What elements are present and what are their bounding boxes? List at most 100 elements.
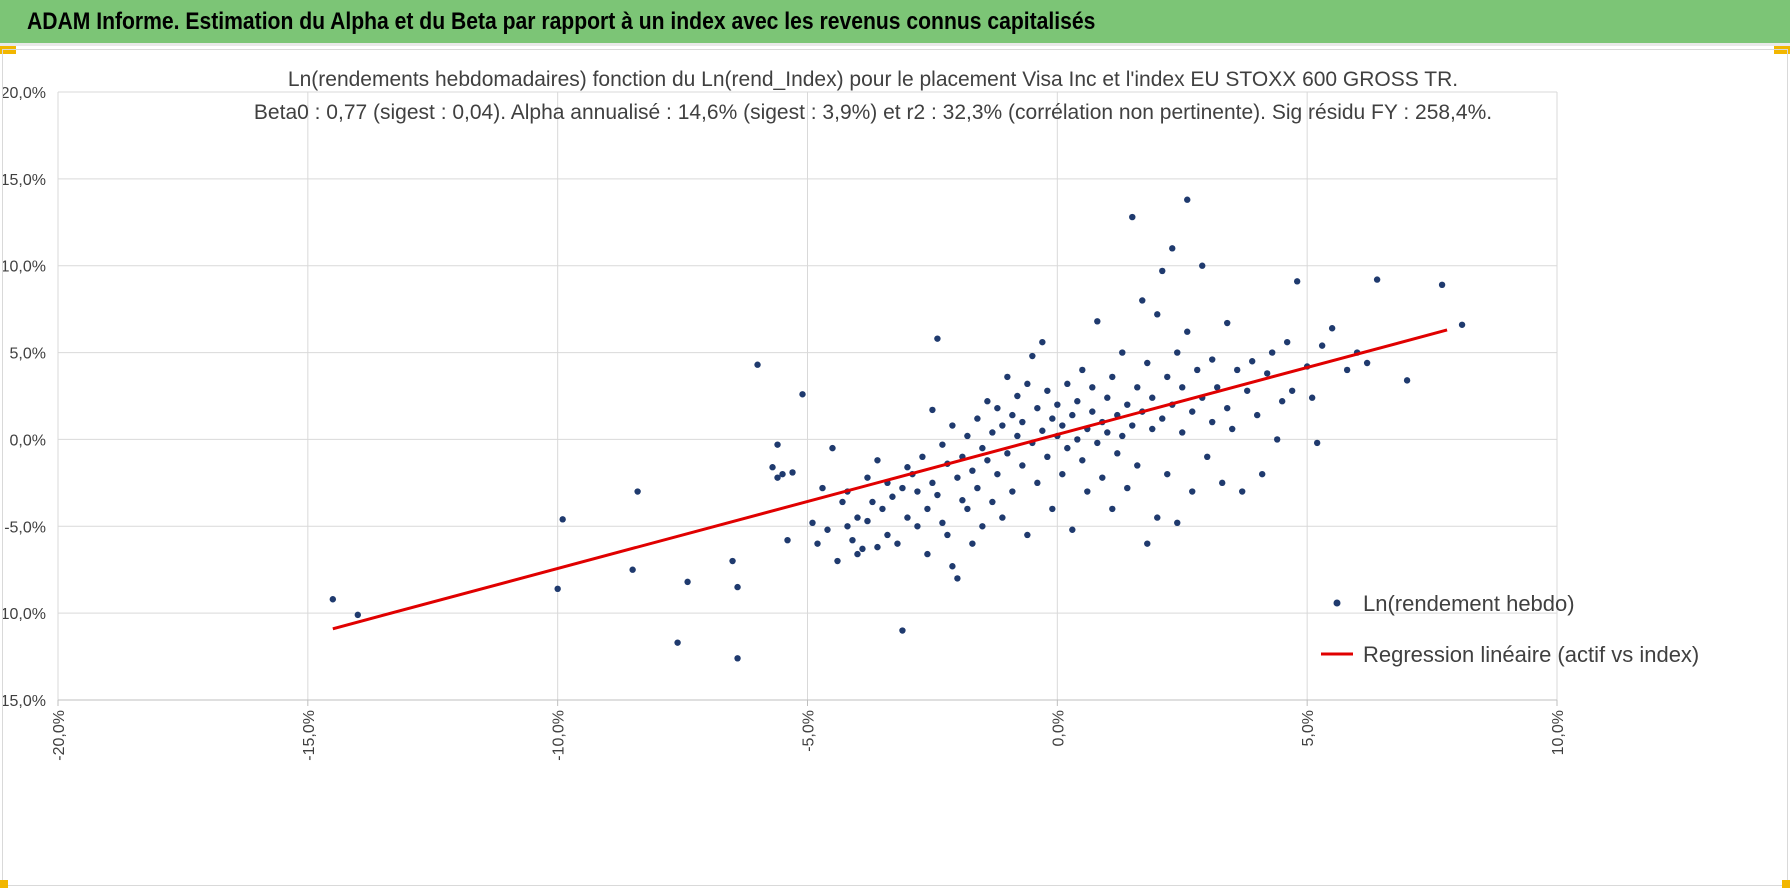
axes <box>57 699 1558 706</box>
scatter-point <box>1164 373 1171 381</box>
scatter-point <box>1059 422 1066 429</box>
scatter-point <box>1034 479 1041 487</box>
scatter-point <box>1054 401 1061 408</box>
scatter-point <box>999 514 1006 521</box>
scatter-point <box>949 422 956 429</box>
scatter-point <box>1249 358 1256 365</box>
y-tick-label: -5,0% <box>4 519 46 536</box>
scatter-point <box>939 441 946 448</box>
scatter-point <box>1014 432 1021 440</box>
scatter-point <box>1273 436 1281 443</box>
scatter-point <box>784 536 791 544</box>
scatter-point <box>889 493 896 500</box>
scatter-point <box>894 540 901 547</box>
scatter-point <box>819 484 826 492</box>
scatter-point <box>1104 394 1111 401</box>
scatter-point <box>1363 359 1371 367</box>
scatter-point <box>1069 411 1076 419</box>
corner-marker-top-right <box>1774 46 1790 54</box>
scatter-point <box>1179 429 1186 436</box>
scatter-point <box>814 540 821 547</box>
legend-label-regression: Regression linéaire (actif vs index) <box>1363 642 1699 667</box>
scatter-point <box>734 655 741 662</box>
scatter-point <box>1288 387 1296 394</box>
scatter-point <box>1009 488 1016 495</box>
scatter-point <box>959 497 966 504</box>
scatter-point <box>789 469 796 476</box>
scatter-point <box>839 498 846 506</box>
scatter-point <box>1403 377 1411 384</box>
scatter-point <box>859 545 866 553</box>
scatter-point <box>994 470 1001 478</box>
scatter-point <box>1099 474 1106 481</box>
scatter-point <box>1244 387 1251 394</box>
x-tick-label: 10,0% <box>1550 710 1567 755</box>
scatter-point <box>1124 484 1131 492</box>
scatter-point <box>1044 453 1051 460</box>
scatter-point <box>1184 196 1191 203</box>
scatter-point <box>929 406 936 414</box>
scatter-point <box>904 464 911 471</box>
scatter-point <box>924 505 931 513</box>
scatter-point <box>1064 444 1071 452</box>
scatter-point <box>1214 384 1221 391</box>
corner-marker-bottom-right <box>1782 880 1790 888</box>
x-tick-label: 0,0% <box>1050 710 1067 746</box>
scatter-point <box>904 514 911 521</box>
scatter-point <box>769 464 776 471</box>
scatter-point <box>1119 432 1126 440</box>
scatter-point <box>844 523 851 530</box>
scatter-point <box>1044 387 1051 394</box>
scatter-point <box>1079 457 1086 464</box>
scatter-point <box>1219 479 1226 487</box>
x-tick-label: -20,0% <box>51 710 68 761</box>
y-tick-label: 20,0% <box>3 85 46 102</box>
scatter-point <box>1119 349 1126 356</box>
scatter-point <box>1134 384 1141 391</box>
scatter-point <box>999 422 1006 429</box>
scatter-point <box>1019 462 1026 469</box>
y-tick-label: -15,0% <box>3 693 46 710</box>
scatter-point <box>1149 394 1156 401</box>
chart-subtitle: Beta0 : 0,77 (sigest : 0,04). Alpha annu… <box>254 101 1492 124</box>
scatter-point <box>854 550 861 558</box>
y-tick-label: 5,0% <box>10 346 46 363</box>
scatter-point <box>1164 470 1171 478</box>
scatter-point <box>1278 398 1286 405</box>
scatter-point <box>1129 213 1136 221</box>
scatter-point <box>939 519 946 527</box>
scatter-point <box>1159 267 1166 275</box>
scatter-point <box>1174 349 1181 356</box>
y-tick-label: 0,0% <box>10 432 46 449</box>
scatter-point <box>1328 325 1336 332</box>
scatter-point <box>1074 398 1081 405</box>
scatter-point <box>934 491 941 499</box>
scatter-point <box>1308 394 1316 401</box>
scatter-point <box>1224 404 1231 412</box>
corner-marker-top-left <box>0 46 16 54</box>
scatter-point <box>1129 422 1136 429</box>
scatter-point <box>799 391 806 398</box>
scatter-point <box>1124 401 1131 408</box>
scatter-point <box>1084 488 1091 495</box>
scatter-point <box>1318 342 1326 349</box>
scatter-point <box>874 457 881 464</box>
scatter-point <box>1229 425 1236 433</box>
scatter-point <box>1004 373 1011 381</box>
scatter-point <box>924 550 931 558</box>
scatter-point <box>1114 450 1121 457</box>
scatter-point <box>329 596 337 603</box>
scatter-point <box>629 566 636 573</box>
scatter-point <box>1189 488 1196 495</box>
scatter-point <box>944 531 951 539</box>
x-tick-label: 5,0% <box>1300 710 1317 746</box>
legend-scatter-marker <box>1333 599 1341 607</box>
scatter-point <box>1149 425 1156 433</box>
scatter-point <box>729 557 736 565</box>
scatter-point <box>1204 453 1211 460</box>
scatter-point <box>979 523 986 530</box>
scatter-point <box>1179 384 1186 391</box>
scatter-chart: 20,0% 15,0% 10,0% 5,0% 0,0% -5,0% -10,0% -15,0%… <box>3 68 1699 761</box>
scatter-point <box>1009 411 1016 419</box>
scatter-point <box>1134 462 1141 469</box>
